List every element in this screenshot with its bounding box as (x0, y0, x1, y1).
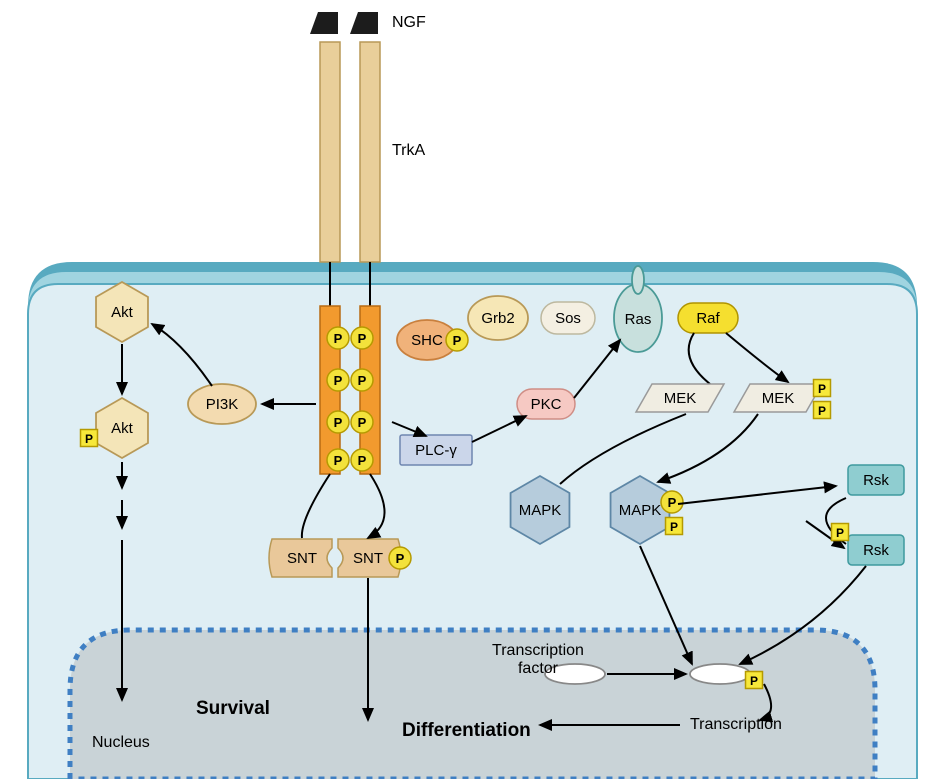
phospho-label: P (358, 415, 367, 430)
pi3k-node-label: PI3K (206, 396, 239, 413)
survival-label: Survival (196, 698, 270, 720)
trka-extracellular (360, 42, 380, 262)
rsk-phospho-node-label: Rsk (863, 542, 889, 559)
ngf-ligand (310, 12, 338, 34)
ngf-label: NGF (392, 14, 426, 32)
mapk-node-label: MAPK (519, 502, 562, 519)
phospho-label: P (358, 331, 367, 346)
phospho-label: P (358, 373, 367, 388)
akt-node-label: Akt (111, 304, 134, 321)
phospho-label: P (334, 331, 343, 346)
phospho-label: P (358, 453, 367, 468)
phospho-label: P (818, 382, 826, 396)
snt-node-label: SNT (287, 550, 317, 567)
phospho-label: P (85, 432, 93, 446)
phospho-label: P (668, 495, 677, 510)
ras-label: Ras (625, 311, 652, 328)
nucleus (70, 630, 875, 779)
shc-node-label: SHC (411, 332, 443, 349)
trka-label: TrkA (392, 142, 425, 160)
ras-tail (632, 266, 644, 294)
phospho-label: P (334, 415, 343, 430)
mek-node-label: MEK (664, 390, 697, 407)
trka-extracellular (320, 42, 340, 262)
snt-phospho-node-label: SNT (353, 550, 383, 567)
transcription-label: Transcription (690, 716, 782, 734)
mek-phospho-node-label: MEK (762, 390, 795, 407)
tf-phospho-node (690, 664, 750, 684)
phospho-label: P (670, 520, 678, 534)
phospho-label: P (750, 674, 758, 688)
mapk-phospho-node-label: MAPK (619, 502, 662, 519)
phospho-label: P (836, 526, 844, 540)
diagram-svg: PPPPPPPPAktAktPPI3KSHCPGrb2SosRasRafMEKM… (0, 0, 945, 779)
phospho-label: P (818, 404, 826, 418)
rsk-node-label: Rsk (863, 472, 889, 489)
plc-node-label: PLC-γ (415, 442, 457, 459)
phospho-label: P (453, 333, 462, 348)
grb2-node-label: Grb2 (481, 310, 514, 327)
sos-node-label: Sos (555, 310, 581, 327)
phospho-label: P (334, 453, 343, 468)
raf-node-label: Raf (696, 310, 720, 327)
phospho-label: P (396, 551, 405, 566)
akt-phospho-node-label: Akt (111, 420, 134, 437)
pkc-node-label: PKC (531, 396, 562, 413)
differentiation-label: Differentiation (402, 720, 531, 742)
ngf-ligand (350, 12, 378, 34)
phospho-label: P (334, 373, 343, 388)
nucleus-label: Nucleus (92, 734, 150, 752)
diagram-stage: PPPPPPPPAktAktPPI3KSHCPGrb2SosRasRafMEKM… (0, 0, 945, 779)
tf-text-label: Transcriptionfactor (478, 642, 598, 678)
